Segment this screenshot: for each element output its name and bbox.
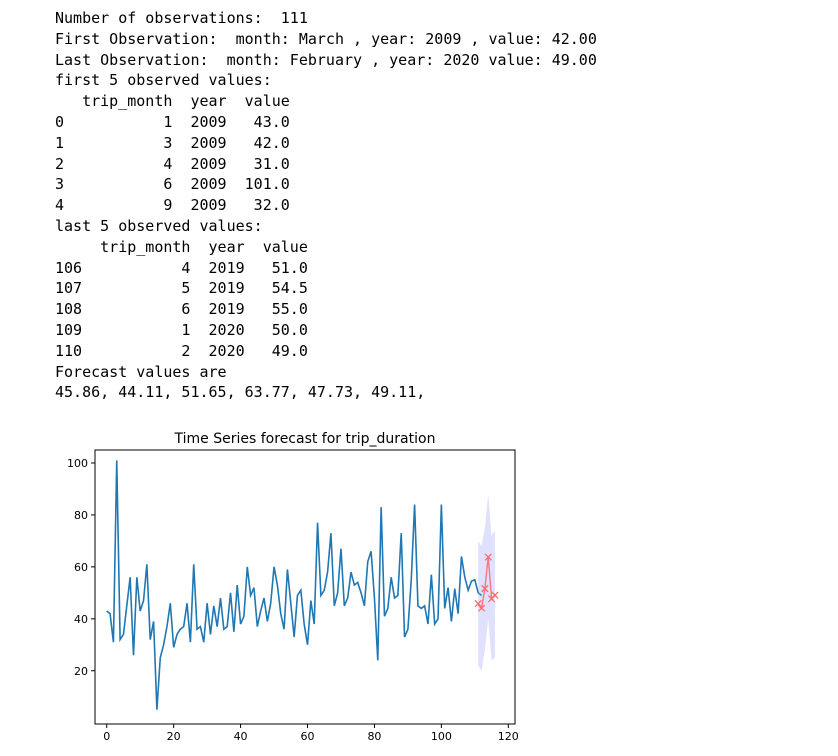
forecast-point <box>484 553 492 561</box>
output-line: trip_month year value <box>55 92 290 111</box>
output-line: Number of observations: 111 <box>55 9 308 27</box>
forecast-point <box>474 599 482 608</box>
output-line: 109 1 2020 50.0 <box>55 320 308 339</box>
output-line: First Observation: month: March , year: … <box>55 29 597 48</box>
x-tick-label: 20 <box>167 730 181 743</box>
output-line: Last Observation: month: February , year… <box>55 50 597 69</box>
output-line: 4 9 2009 32.0 <box>55 196 290 215</box>
output-line: trip_month year value <box>55 237 308 256</box>
y-tick-label: 80 <box>74 509 88 522</box>
output-line: Forecast values are <box>55 362 227 381</box>
chart-title: Time Series forecast for trip_duration <box>174 431 436 447</box>
output-line: first 5 observed values: <box>55 71 272 90</box>
forecast-point <box>477 604 486 612</box>
forecast-point <box>491 591 499 599</box>
output-line: 2 4 2009 31.0 <box>55 154 290 173</box>
output-line: 3 6 2009 101.0 <box>55 175 290 194</box>
y-tick-label: 20 <box>74 665 88 678</box>
output-line: last 5 observed values: <box>55 216 263 235</box>
forecast-confidence-band <box>478 494 495 671</box>
x-tick-label: 80 <box>367 730 381 743</box>
cell-output: Number of observations: 111 First Observa… <box>55 8 597 403</box>
forecast-point <box>481 584 489 593</box>
output-line: 108 6 2019 55.0 <box>55 300 308 319</box>
x-tick-label: 120 <box>498 730 519 743</box>
x-tick-label: 100 <box>431 730 452 743</box>
output-line: 45.86, 44.11, 51.65, 63.77, 47.73, 49.11… <box>55 383 426 402</box>
x-tick-label: 0 <box>103 730 110 743</box>
output-line: 0 1 2009 43.0 <box>55 112 290 131</box>
forecast-chart: Time Series forecast for trip_duration 0… <box>67 431 519 743</box>
output-line: 106 4 2019 51.0 <box>55 258 308 277</box>
y-tick-label: 40 <box>74 613 88 626</box>
y-tick-label: 60 <box>74 561 88 574</box>
x-tick-label: 40 <box>234 730 248 743</box>
output-line: 107 5 2019 54.5 <box>55 279 308 298</box>
y-tick-label: 100 <box>67 457 88 470</box>
output-line: 110 2 2020 49.0 <box>55 341 308 360</box>
output-line: 1 3 2009 42.0 <box>55 133 290 152</box>
axes-frame <box>94 449 516 725</box>
x-tick-label: 60 <box>301 730 315 743</box>
observed-series-line <box>106 460 483 710</box>
